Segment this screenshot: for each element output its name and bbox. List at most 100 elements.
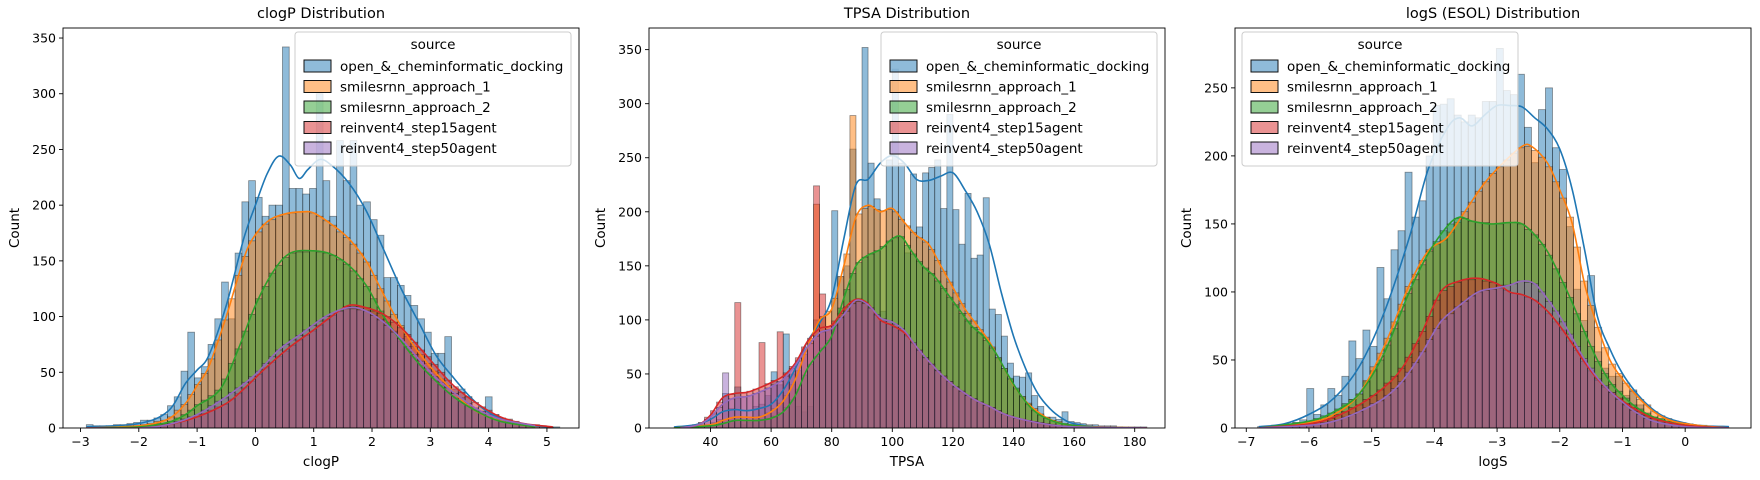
legend-title: source (1358, 37, 1403, 53)
histogram-bar (383, 325, 392, 428)
legend-swatch (1250, 121, 1279, 134)
histogram-bar (261, 362, 270, 428)
legend-item: smilesrnn_approach_1 (303, 80, 491, 96)
panel-title: TPSA Distribution (843, 6, 970, 22)
x-tick-label: −3 (1488, 434, 1506, 449)
legend-item: smilesrnn_approach_2 (1250, 100, 1438, 116)
histogram-bar (946, 381, 954, 428)
histogram-bar (976, 401, 984, 428)
histogram-bar (928, 363, 936, 428)
legend-swatch (1250, 59, 1279, 73)
histogram-bar (342, 308, 351, 428)
histogram-bar (336, 310, 344, 428)
histogram-bar (855, 301, 863, 428)
legend-swatch (889, 121, 918, 134)
x-tick-label: −7 (1237, 434, 1255, 449)
panel-title: logS (ESOL) Distribution (1406, 6, 1580, 22)
legend-item: reinvent4_step50agent (889, 141, 1083, 157)
legend-label: reinvent4_step15agent (926, 121, 1083, 137)
y-axis-label: Count (7, 208, 23, 248)
legend-label: smilesrnn_approach_1 (1287, 80, 1438, 96)
y-tick-label: 0 (1220, 421, 1228, 436)
histogram-bar (849, 303, 857, 428)
histogram-bar (268, 356, 277, 428)
x-tick-label: 120 (941, 434, 965, 449)
y-tick-label: 0 (634, 421, 642, 436)
x-tick-label: 140 (1002, 434, 1026, 449)
legend-label: open_&_cheminformatic_docking (340, 59, 563, 75)
legend-swatch (303, 141, 332, 155)
y-tick-label: 250 (32, 142, 56, 157)
histogram-bar (831, 324, 839, 428)
legend-swatch (303, 59, 332, 73)
legend-item: open_&_cheminformatic_docking (1250, 59, 1510, 75)
histogram-bar (861, 303, 869, 428)
y-tick-label: 250 (618, 150, 642, 165)
legend-swatch (889, 80, 918, 93)
histogram-bar (964, 395, 972, 428)
x-tick-label: 80 (824, 434, 840, 449)
legend-box (1241, 31, 1519, 167)
histogram-bar (1467, 295, 1476, 428)
kde-line-reinvent4_step50agent (86, 306, 536, 428)
y-tick-label: 200 (32, 198, 56, 213)
histogram-bar (363, 310, 371, 428)
histogram-bar (1397, 381, 1406, 428)
histogram-bar (1552, 310, 1560, 428)
histogram-bar (843, 310, 851, 428)
histogram-bar (958, 390, 966, 428)
histogram-bar (934, 370, 942, 428)
x-tick-label: 5 (543, 434, 551, 449)
x-tick-label: 0 (1681, 434, 1689, 449)
histogram-bar (1460, 301, 1469, 428)
histogram-bar (885, 320, 893, 428)
y-tick-label: 100 (618, 312, 642, 327)
panel-logs: −7 −6 −5 −4 −3 −2 −1 0 0 50 100 150 200 250 logS (ESOL… (1179, 6, 1752, 470)
kde-line-smilesrnn_approach_2 (674, 235, 1147, 428)
histogram-bar (807, 343, 814, 428)
x-axis-label: logS (1478, 454, 1507, 470)
histogram-bar (1013, 417, 1020, 428)
histogram-bar (916, 349, 924, 428)
histogram-bar (1411, 362, 1420, 428)
x-tick-label: −4 (1425, 434, 1443, 449)
histogram-bar (728, 398, 736, 428)
histogram-bar (764, 387, 772, 428)
legend-label: smilesrnn_approach_1 (340, 80, 491, 96)
histogram-bar (873, 314, 881, 428)
histogram-bar (1531, 283, 1539, 428)
kde-line-smilesrnn_approach_2 (86, 249, 536, 428)
axes-frame (1234, 27, 1752, 429)
y-tick-label: 50 (1212, 352, 1228, 367)
legend-item: reinvent4_step50agent (1250, 141, 1444, 157)
histogram-bar (295, 335, 304, 428)
kde-line-reinvent4_step50agent (680, 299, 1147, 428)
histogram-bar (770, 384, 778, 428)
histogram-bar (255, 370, 263, 428)
x-tick-label: −5 (1362, 434, 1380, 449)
legend-item: smilesrnn_approach_2 (889, 100, 1077, 116)
histogram-bar (1509, 283, 1518, 428)
histogram-bar (1615, 399, 1624, 428)
legend-item: reinvent4_step50agent (303, 141, 497, 157)
histogram-bar (1495, 287, 1504, 428)
kde-line-smilesrnn_approach_2 (1258, 216, 1730, 428)
plot-area (1257, 48, 1730, 428)
histogram-bar (734, 397, 742, 428)
legend-title: source (997, 37, 1042, 53)
plot-area (85, 46, 561, 428)
histogram-bar (940, 375, 948, 428)
histogram-bar (356, 309, 365, 428)
histogram-bar (1488, 288, 1497, 428)
y-tick-label: 200 (1204, 148, 1228, 163)
x-tick-label: 1 (310, 434, 318, 449)
legend-label: smilesrnn_approach_1 (926, 80, 1077, 96)
y-tick-label: 150 (1204, 216, 1228, 231)
kde-line-reinvent4_step15agent (86, 304, 553, 428)
histogram-bar (746, 395, 754, 428)
histogram-bar (952, 386, 960, 428)
histogram-bar (275, 349, 283, 428)
legend-item: open_&_cheminformatic_docking (889, 59, 1149, 75)
axes-frame (62, 27, 580, 429)
